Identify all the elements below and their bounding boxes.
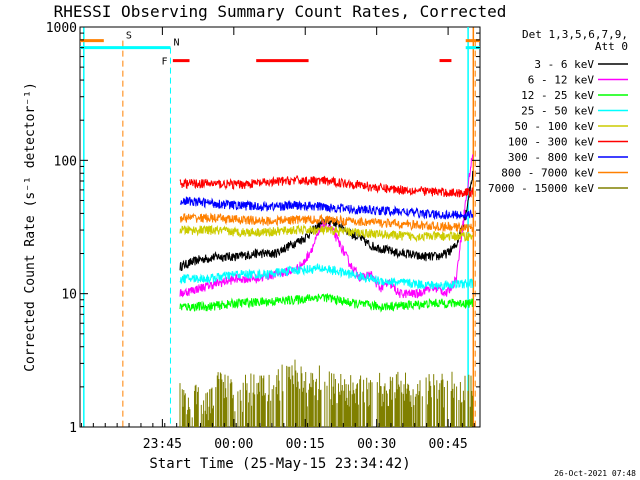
footer-timestamp: 26-Oct-2021 07:48 [554, 469, 636, 478]
legend-label: 50 - 100 keV [515, 120, 595, 133]
x-tick-label: 00:15 [286, 437, 325, 452]
series-line [179, 196, 474, 221]
legend-header: Att 0 [595, 40, 628, 53]
series-line [179, 175, 474, 198]
legend-label: 3 - 6 keV [534, 58, 594, 71]
flag-label: F [161, 57, 167, 68]
legend-label: 6 - 12 keV [528, 74, 595, 87]
chart-title: RHESSI Observing Summary Count Rates, Co… [54, 2, 507, 21]
series-line [179, 212, 474, 234]
flags-layer: S NF [80, 27, 480, 427]
x-tick-label: 23:45 [143, 437, 182, 452]
x-tick-label: 00:45 [429, 437, 468, 452]
legend-label: 300 - 800 keV [508, 151, 594, 164]
series-layer [179, 154, 474, 427]
x-axis-label: Start Time (25-May-15 23:34:42) [149, 456, 410, 472]
legend-label: 12 - 25 keV [521, 89, 594, 102]
series-line [179, 359, 474, 427]
flag-label: N [173, 38, 179, 49]
axes-layer: 1 10 100 1000 23:45 00:00 00:15 00:30 00:45 [46, 21, 480, 452]
y-axis-label: Corrected Count Rate (s⁻¹ detector⁻¹) [23, 82, 38, 372]
series-line [179, 293, 474, 313]
legend-label: 7000 - 15000 keV [488, 182, 594, 195]
x-tick-label: 00:30 [357, 437, 396, 452]
series-line [179, 262, 474, 291]
legend-header: Det 1,3,5,6,7,9, [522, 28, 628, 41]
y-tick-label: 10 [61, 288, 77, 303]
series-line [179, 170, 474, 271]
legend-label: 800 - 7000 keV [501, 167, 594, 180]
flag-label: S [126, 31, 132, 42]
y-tick-label: 100 [54, 154, 77, 169]
y-tick-label: 1000 [46, 21, 77, 36]
x-tick-label: 00:00 [214, 437, 253, 452]
y-tick-label: 1 [69, 421, 77, 436]
legend-label: 100 - 300 keV [508, 136, 594, 149]
series-line [179, 223, 474, 243]
legend-label: 25 - 50 keV [521, 105, 594, 118]
legend: Det 1,3,5,6,7,9,Att 03 - 6 keV 6 - 12 keV… [488, 28, 628, 195]
